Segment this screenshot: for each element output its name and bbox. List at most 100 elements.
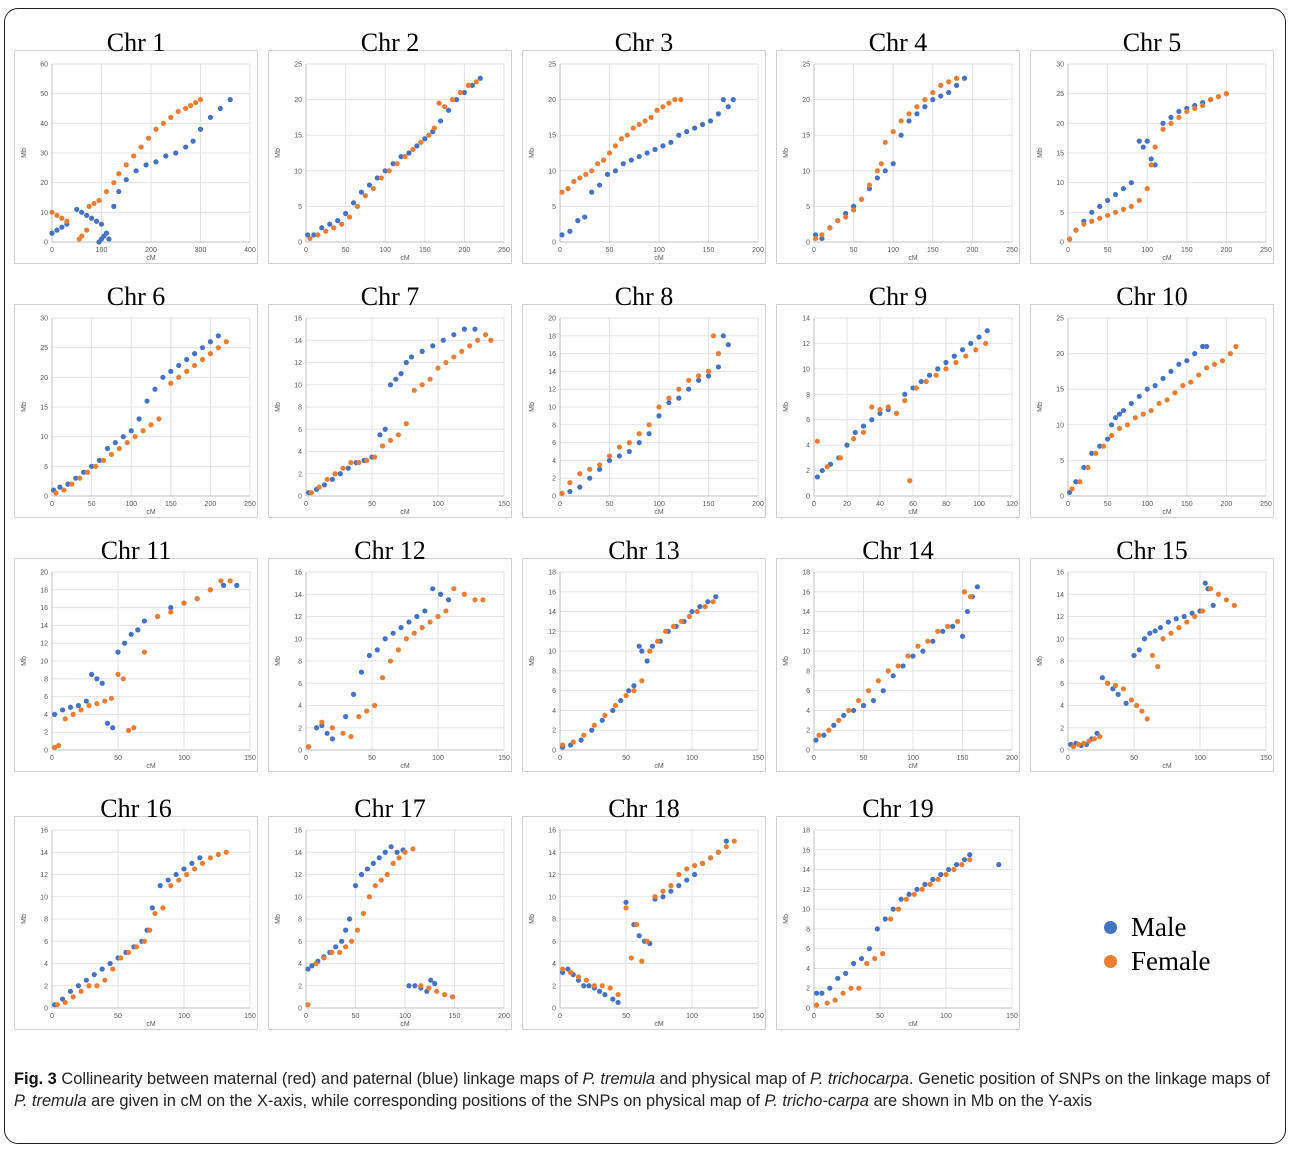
chart-panel-2: 0 5 10 15 20 25 0 50 100 150 200 250 cM Mb Chr 2 [268,28,512,264]
chart-panel-3: 0 5 10 15 20 25 0 50 100 150 200 cM Mb Chr 3 [522,28,766,264]
data-point-male [221,582,227,588]
data-point-male [644,658,650,664]
data-point-female [362,193,368,199]
data-point-male [575,218,581,224]
data-point-male [920,648,926,654]
data-point-male [339,938,345,944]
data-point-female [378,877,384,883]
plot-area-frame [268,816,512,1030]
data-point-male [866,946,873,952]
x-axis-label: cM [400,255,410,262]
data-point-female [175,108,181,115]
data-point-male [103,230,110,236]
y-tick-label: 15 [1056,387,1064,394]
data-point-male [234,582,240,588]
data-point-male [94,676,100,682]
data-point-male [1160,375,1166,382]
data-point-male [1131,652,1137,659]
data-point-male [81,469,87,475]
x-tick-label: 150 [419,247,431,254]
x-tick-label: 200 [459,247,471,254]
data-point-female [583,171,589,177]
data-point-female [387,658,394,664]
data-point-female [207,587,213,593]
y-tick-label: 10 [802,907,810,914]
x-axis-label: cM [146,1021,156,1028]
data-point-male [89,671,95,677]
data-point-male [374,175,380,181]
data-point-male [890,673,896,679]
y-tick-label: 16 [294,828,302,835]
data-point-female [699,860,706,866]
data-point-male [996,862,1002,868]
data-point-male [626,448,632,455]
data-point-female [636,431,642,437]
data-point-female [370,186,376,192]
data-point-male [918,378,924,385]
y-tick-label: 2 [552,728,556,735]
x-axis-label: cM [1162,509,1172,516]
data-point-male [890,161,896,167]
data-point-male [422,608,428,614]
data-point-female [887,916,894,922]
data-point-female [215,851,221,858]
y-tick-label: 6 [298,427,302,434]
x-tick-label: 200 [1221,501,1233,508]
x-tick-label: 200 [752,501,764,508]
data-point-female [1180,383,1186,389]
data-point-female [329,949,335,955]
data-point-female [731,838,737,844]
x-tick-label: 20 [843,501,851,508]
x-tick-label: 100 [887,247,899,254]
chart-title: Chr 2 [360,28,420,57]
data-point-male [1128,180,1134,186]
data-point-female [1105,212,1111,218]
scatter-chart: 0 2 4 6 8 10 12 14 0 20 40 60 80 100 120 cM Mb [783,316,1018,517]
data-point-male [615,999,621,1006]
data-point-female [583,977,589,983]
data-point-female [1081,221,1087,227]
data-point-male [329,476,335,482]
data-point-female [856,985,862,991]
x-tick-label: 50 [622,755,630,762]
data-point-female [1085,464,1091,471]
data-point-male [841,712,847,718]
data-point-female [340,730,346,736]
data-point-male [851,960,857,967]
data-point-male [358,189,365,195]
data-point-male [668,139,674,145]
data-point-female [1149,652,1156,659]
data-point-female [1091,736,1097,742]
data-point-female [85,469,91,475]
data-point-female [597,462,603,468]
chart-title: Chr 19 [862,794,934,823]
y-tick-label: 20 [1056,121,1064,128]
data-point-female [895,663,901,669]
data-point-male [377,432,383,438]
data-point-female [1223,91,1229,97]
y-tick-label: 4 [298,449,302,456]
data-point-male [968,340,974,347]
y-axis-label: Mb [275,148,282,158]
data-point-female [655,638,661,644]
data-point-female [148,422,154,428]
data-point-female [168,609,174,615]
x-tick-label: 0 [1066,501,1070,508]
data-point-female [442,992,448,998]
data-point-female [1075,741,1082,748]
data-point-male [1210,602,1216,608]
data-point-female [615,992,621,998]
data-point-female [953,75,960,81]
data-point-female [1093,450,1099,456]
data-point-female [1172,390,1178,396]
data-point-female [1164,397,1170,403]
data-point-female [132,434,138,440]
data-point-female [418,983,424,989]
y-tick-label: 14 [294,850,302,857]
data-point-male [715,364,721,370]
x-tick-label: 100 [432,755,444,762]
data-point-female [923,378,929,385]
data-point-male [1148,156,1154,162]
data-point-female [832,997,838,1003]
data-point-male [335,218,341,224]
